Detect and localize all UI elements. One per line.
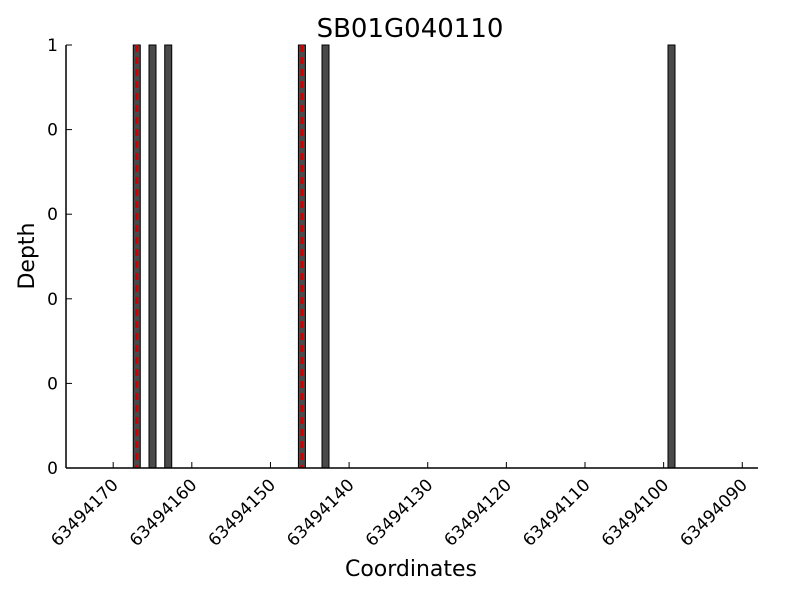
bar-5 (667, 44, 676, 469)
y-tick-label-3: 0 (47, 205, 58, 225)
y-tick-label-2: 0 (47, 290, 58, 310)
x-tick-label-2: 63494150 (205, 475, 280, 550)
y-axis-label: Depth (15, 222, 40, 289)
y-tick-label-4: 0 (47, 121, 58, 141)
y-tick-label-0: 0 (47, 459, 58, 479)
x-tick-label-0: 63494170 (47, 475, 122, 550)
x-tick-label-8: 63494090 (676, 475, 751, 550)
bar-4 (321, 44, 330, 469)
bar-1 (148, 44, 157, 469)
x-tick-label-7: 63494100 (598, 475, 673, 550)
x-tick-label-4: 63494130 (362, 475, 437, 550)
x-axis-label: Coordinates (345, 557, 477, 582)
x-tick-label-3: 63494140 (283, 475, 358, 550)
y-tick-label-1: 0 (47, 374, 58, 394)
chart-title: SB01G040110 (317, 14, 504, 44)
bar-2 (164, 44, 173, 469)
y-tick-label-5: 1 (47, 36, 58, 56)
x-tick-label-5: 63494120 (441, 475, 516, 550)
x-tick-label-6: 63494110 (519, 475, 594, 550)
x-tick-label-1: 63494160 (126, 475, 201, 550)
